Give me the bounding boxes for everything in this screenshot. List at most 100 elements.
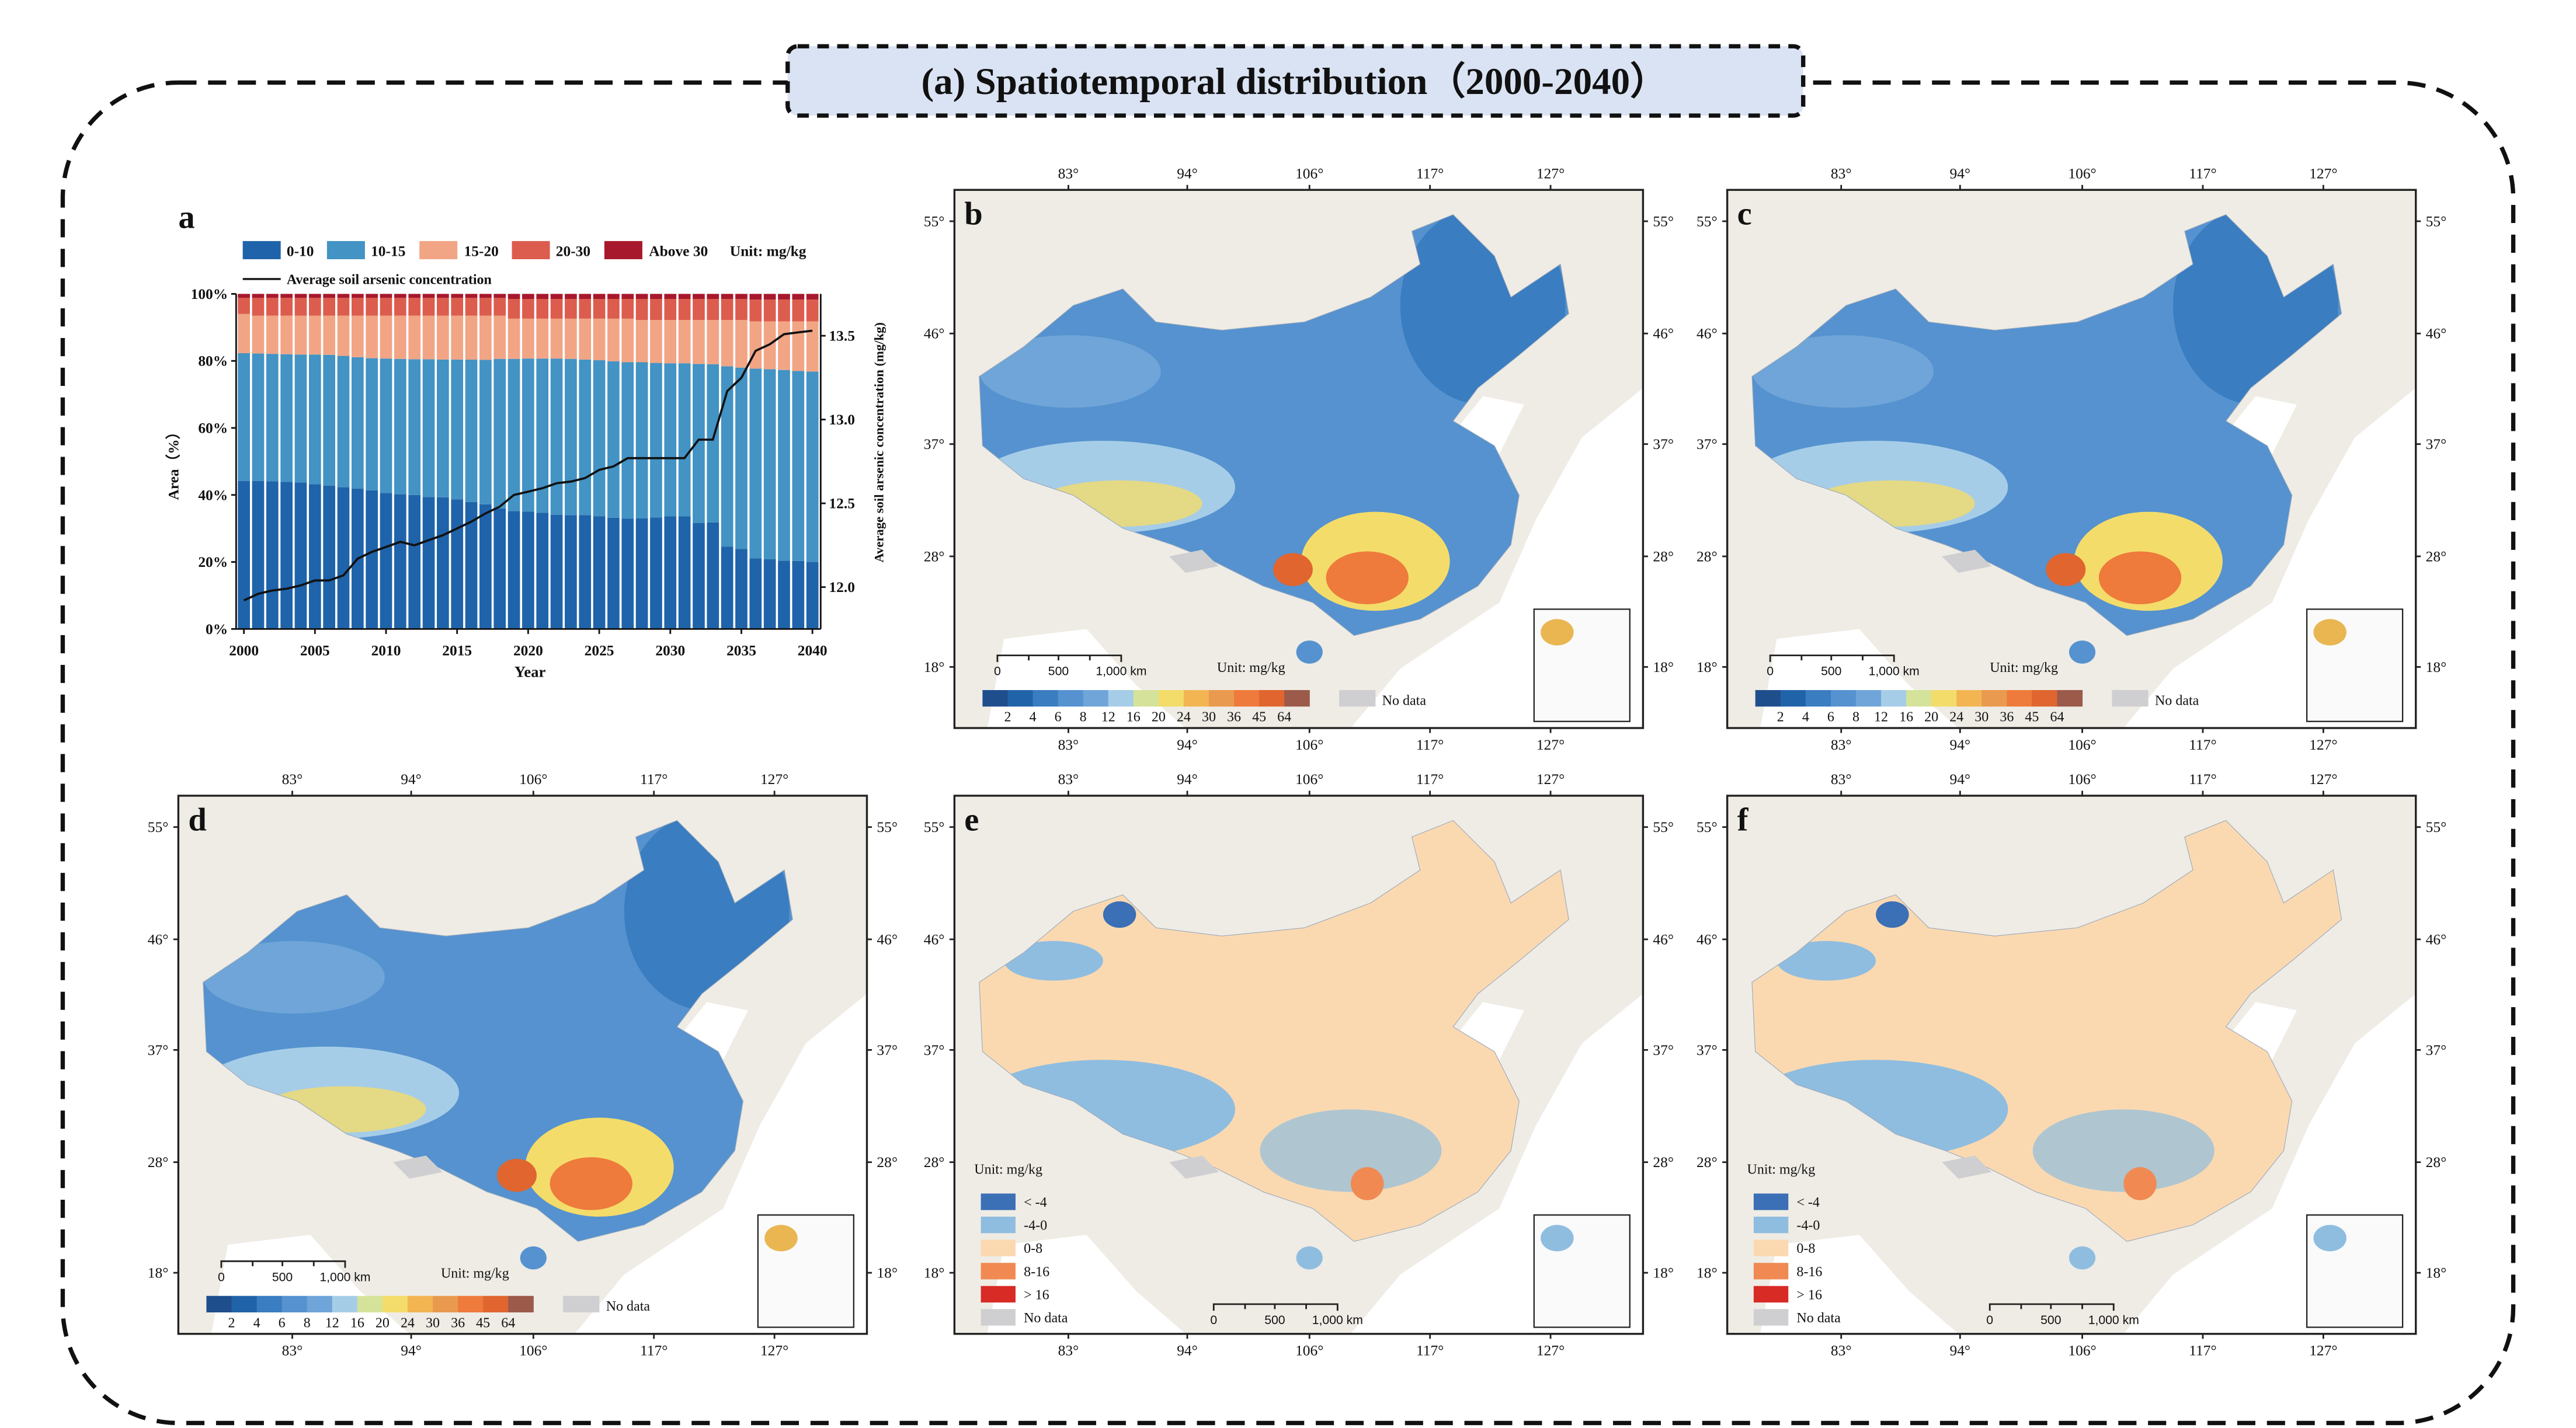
bar-segment-0-10-2039 [792,560,805,629]
legend-tick-label: 30 [1202,710,1216,725]
bar-segment-15-20-2000 [238,314,250,353]
china-outline [1751,820,2342,1242]
legend-color-swatch [1108,690,1134,707]
bar-segment-20-30-2012 [408,298,421,316]
bar-segment-15-20-2005 [308,315,321,355]
no-data-swatch [2112,690,2149,707]
figure-title-box: (a) Spatiotemporal distribution（2000-204… [785,44,1806,118]
bar-segment-above-30-2038 [778,294,790,300]
sea [1760,1235,1959,1334]
bar-segment-15-20-2028 [635,320,648,363]
legend-label-line: Average soil arsenic concentration [287,272,492,287]
lon-label-top: 83° [1058,771,1079,788]
bar-segment-above-30-2008 [351,294,364,298]
lat-label-right: 37° [2426,436,2447,452]
no-data-region [1169,549,1219,573]
legend-color-swatch [2007,690,2032,707]
bar-segment-10-15-2003 [280,354,293,482]
lon-label-top: 117° [640,771,668,788]
legend-color-swatch [1234,690,1260,707]
bar-segment-10-15-2033 [707,364,719,523]
bar-segment-0-10-2029 [650,517,662,629]
bar-segment-0-10-2018 [493,508,506,629]
lat-label-left: 37° [1697,1042,1718,1058]
legend-swatch-10-15 [326,241,365,260]
bar-segment-20-30-2003 [280,298,293,316]
legend-tick-label: 16 [1899,710,1913,725]
bar-segment-10-15-2008 [351,357,364,489]
legend-tick-label: 12 [1101,710,1115,725]
legend-label: 15-20 [464,242,499,259]
legend-tick-label: 36 [1227,710,1241,725]
bar-segment-20-30-2031 [678,298,691,321]
lat-label-right: 55° [1653,213,1674,229]
bar-segment-0-10-2022 [550,514,563,629]
y2-axis-label: Average soil arsenic concentration (mg/k… [872,322,887,562]
bar-segment-above-30-2030 [664,294,677,299]
legend-color-swatch [1881,690,1907,707]
legend-tick-label: 30 [426,1315,440,1331]
legend-label: 8-16 [1024,1265,1049,1280]
lon-label-bottom: 94° [1950,1342,1971,1359]
lon-label-top: 94° [1950,771,1971,788]
bar-segment-above-30-2031 [678,294,691,299]
legend-label: < -4 [1024,1195,1047,1210]
bar-segment-10-15-2027 [621,362,634,519]
bar-segment-10-15-2032 [693,364,705,523]
scale-label: 0 [1767,665,1774,678]
legend-color-swatch [332,1295,358,1312]
bar-segment-10-15-2005 [308,354,321,485]
bar-segment-0-10-2011 [394,494,406,629]
legend-tick-label: 6 [1827,710,1834,725]
map-frame [953,189,1645,729]
bar-segment-10-15-2000 [238,353,250,481]
lon-label-top: 117° [2189,165,2216,182]
lon-label-bottom: 94° [1950,736,1971,753]
legend-color-swatch [382,1295,408,1312]
bar-segment-above-30-2023 [565,294,577,299]
unit-label: Unit: mg/kg [1747,1162,1816,1177]
lon-label-bottom: 117° [1416,736,1444,753]
lat-label-left: 55° [1697,213,1718,229]
bar-segment-20-30-2026 [607,298,620,319]
no-data-region [1169,1155,1219,1179]
map-panel-d: d 55° 55° 46° 46° 37° 37° 28° 28° 18° 18° 83° 83° 94°… [148,771,898,1359]
bar-segment-20-30-2010 [380,298,392,316]
bar-segment-0-10-2006 [323,485,336,629]
bar-segment-20-30-2019 [507,298,520,319]
lon-label-top: 83° [1831,165,1852,182]
lon-label-bottom: 106° [519,1342,547,1359]
bar-segment-20-30-2016 [465,298,478,316]
bar-segment-15-20-2002 [266,315,279,354]
lon-label-top: 106° [1295,165,1323,182]
bar-segment-above-30-2002 [266,294,279,298]
legend-tick-label: 64 [1277,710,1291,725]
lon-label-bottom: 127° [2309,1342,2337,1359]
legend-tick-label: 2 [1777,710,1784,725]
legend-tick-label: 2 [1004,710,1011,725]
legend-color-swatch [981,1239,1016,1256]
bar-segment-above-30-2027 [621,294,634,299]
legend-color-swatch [1906,690,1932,707]
legend-swatch-20-30 [512,241,550,260]
bar-segment-0-10-2003 [280,482,293,629]
no-data-region [1942,1155,1992,1179]
bar-segment-10-15-2018 [493,358,506,508]
hainan-island [520,1246,547,1270]
legend-color-swatch [2057,690,2083,707]
legend-color-swatch [981,1193,1016,1210]
bar-segment-15-20-2020 [522,318,534,359]
bar-segment-15-20-2011 [394,315,406,359]
bar-segment-0-10-2032 [693,523,705,629]
lon-label-bottom: 106° [2068,736,2096,753]
legend-color-swatch [1259,690,1285,707]
bar-segment-20-30-2006 [323,298,336,316]
map-panel-f: f 55° 55° 46° 46° 37° 37° 28° 28° 18° 18° 83° 83° 94°… [1697,771,2446,1359]
bar-segment-10-15-2001 [252,353,265,481]
legend-tick-label: 45 [1252,710,1266,725]
bar-segment-20-30-2027 [621,298,634,319]
lat-label-right: 46° [1653,931,1674,948]
bar-segment-above-30-2024 [579,294,592,299]
bar-segment-10-15-2029 [650,363,662,518]
